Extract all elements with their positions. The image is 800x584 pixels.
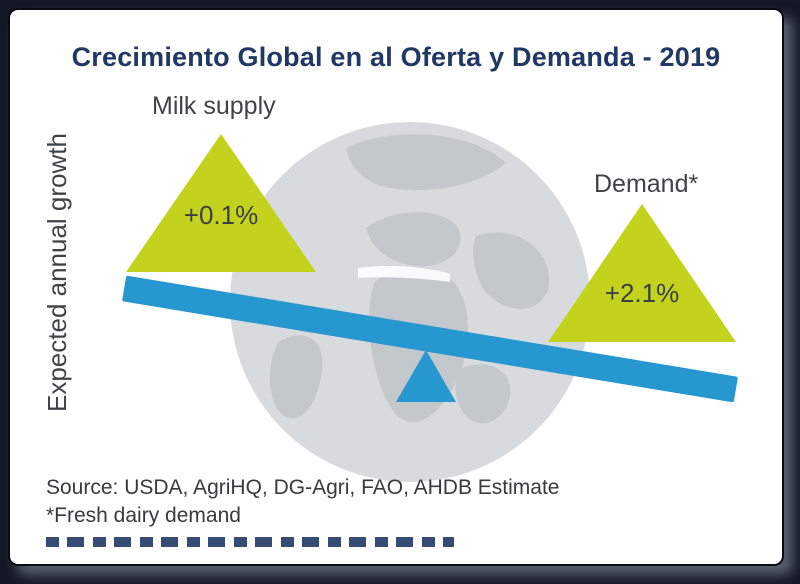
demand-triangle (548, 204, 736, 342)
source-text: Source: USDA, AgriHQ, DG-Agri, FAO, AHDB… (46, 476, 560, 499)
footnote-text: *Fresh dairy demand (46, 504, 241, 527)
seesaw-fulcrum (396, 350, 456, 402)
supply-label: Milk supply (152, 92, 276, 120)
chart-title: Crecimiento Global en al Oferta y Demand… (71, 42, 721, 72)
demand-label: Demand* (594, 170, 699, 198)
chart-card: Crecimiento Global en al Oferta y Demand… (8, 8, 784, 566)
y-axis-label: Expected annual growth (42, 133, 72, 412)
clipped-text-remnant (46, 537, 454, 547)
supply-triangle (126, 134, 316, 272)
supply-value: +0.1% (183, 200, 259, 230)
demand-value: +2.1% (604, 278, 680, 308)
